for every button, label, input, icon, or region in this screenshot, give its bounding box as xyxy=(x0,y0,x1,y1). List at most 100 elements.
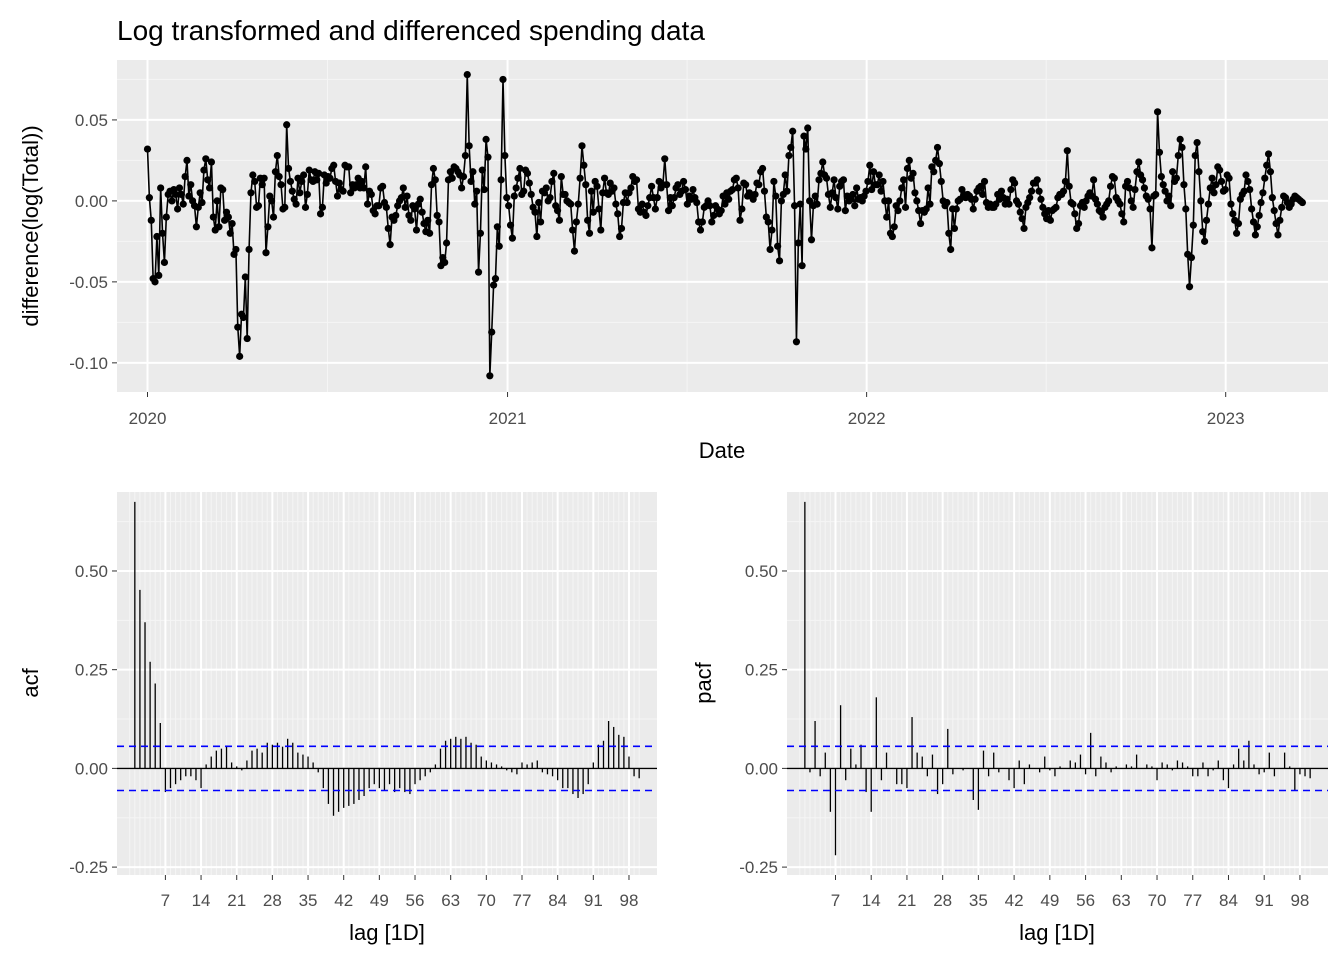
ts-point xyxy=(535,198,543,207)
ts-point xyxy=(977,182,985,190)
ts-point xyxy=(192,223,200,231)
ts-point xyxy=(1206,184,1214,192)
ts-point xyxy=(663,181,671,189)
ts-point xyxy=(333,192,342,200)
ts-point xyxy=(1274,231,1282,239)
acf-y-tick-label: 0.25 xyxy=(75,661,108,680)
ts-point xyxy=(1059,187,1068,195)
ts-point xyxy=(490,281,498,289)
ts-point xyxy=(1123,177,1132,186)
ts-point xyxy=(913,197,921,205)
ts-point xyxy=(347,189,355,197)
ts-point xyxy=(945,229,953,237)
ts-point xyxy=(458,184,466,192)
ts-point xyxy=(281,203,289,211)
ts-point xyxy=(764,218,772,226)
ts-point xyxy=(173,205,182,213)
acf-plot: -0.25 0.00 0.25 0.50 7 14 21 28 35 42 49 56 63 70 77 8… xyxy=(18,492,657,945)
ts-point xyxy=(1093,200,1101,208)
ts-point xyxy=(670,194,678,202)
ts-point xyxy=(862,187,870,195)
pacf-x-axis: 7 14 21 28 35 42 49 56 63 70 77 84 91 98 xyxy=(831,875,1309,910)
ts-point xyxy=(367,190,375,199)
ts-point xyxy=(1152,190,1160,199)
ts-point xyxy=(926,200,934,208)
ts-point xyxy=(811,192,819,200)
ts-x-tick-label: 2023 xyxy=(1207,409,1245,428)
ts-point xyxy=(204,176,212,184)
ts-point xyxy=(198,198,206,207)
ts-point xyxy=(262,249,270,257)
ts-point xyxy=(807,236,816,244)
ts-point xyxy=(1202,216,1211,224)
ts-point xyxy=(384,224,392,233)
ts-point xyxy=(849,190,857,199)
ts-point xyxy=(510,192,518,200)
ts-point xyxy=(550,169,558,177)
ts-point xyxy=(1165,192,1173,200)
ts-point xyxy=(224,213,232,221)
pacf-x-tick-label: 56 xyxy=(1076,891,1095,910)
ts-point xyxy=(523,169,532,177)
ts-point xyxy=(1199,228,1207,236)
pacf-y-tick-label: 0.25 xyxy=(745,661,778,680)
ts-point xyxy=(467,177,475,186)
chart-title: Log transformed and differenced spending… xyxy=(117,15,705,46)
ts-point xyxy=(269,213,278,221)
ts-point xyxy=(1080,203,1088,211)
ts-point xyxy=(587,187,596,195)
ts-point xyxy=(1278,203,1286,211)
ts-point xyxy=(1074,219,1083,228)
ts-point xyxy=(1033,176,1041,184)
ts-point xyxy=(1216,166,1224,174)
pacf-confidence-bounds xyxy=(787,745,1328,792)
ts-point xyxy=(326,174,334,182)
ts-point xyxy=(758,164,767,173)
ts-point xyxy=(841,207,849,215)
ts-point xyxy=(1172,174,1180,182)
ts-point xyxy=(888,232,896,241)
ts-point xyxy=(830,176,838,184)
ts-point xyxy=(412,226,421,234)
ts-point xyxy=(853,184,861,192)
ts-point xyxy=(254,202,263,210)
ts-point xyxy=(488,328,496,336)
ts-point xyxy=(755,181,763,189)
ts-x-tick-label: 2021 xyxy=(489,409,527,428)
acf-x-tick-label: 28 xyxy=(263,891,282,910)
ts-point xyxy=(873,181,881,189)
ts-point xyxy=(828,189,836,197)
ts-point xyxy=(930,168,938,176)
ts-point xyxy=(508,234,517,242)
ts-point xyxy=(448,174,456,182)
ts-point xyxy=(717,207,725,215)
ts-point xyxy=(1129,203,1137,211)
ts-point xyxy=(275,173,283,181)
ts-y-tick-label: 0.05 xyxy=(75,111,108,130)
ts-point xyxy=(1187,253,1196,262)
acf-y-axis-title: acf xyxy=(18,667,43,697)
ts-point xyxy=(431,176,439,184)
ts-point xyxy=(768,226,776,234)
pacf-x-tick-label: 91 xyxy=(1255,891,1274,910)
ts-point xyxy=(775,257,784,265)
ts-point xyxy=(900,176,908,184)
ts-point xyxy=(790,202,799,210)
ts-point xyxy=(241,273,249,281)
ts-point xyxy=(802,145,810,153)
acf-x-tick-label: 70 xyxy=(477,891,496,910)
ts-point xyxy=(555,216,564,224)
ts-point xyxy=(1014,200,1022,208)
acf-gridlines xyxy=(117,492,657,875)
ts-point xyxy=(525,179,533,187)
ts-point xyxy=(363,200,372,208)
ts-point xyxy=(505,202,513,210)
ts-point xyxy=(738,205,746,213)
pacf-x-tick-label: 42 xyxy=(1005,891,1024,910)
ts-point xyxy=(175,184,184,192)
ts-point xyxy=(345,163,353,171)
acf-x-axis-title: lag [1D] xyxy=(349,920,425,945)
ts-point xyxy=(1227,200,1235,208)
ts-point xyxy=(600,174,609,182)
